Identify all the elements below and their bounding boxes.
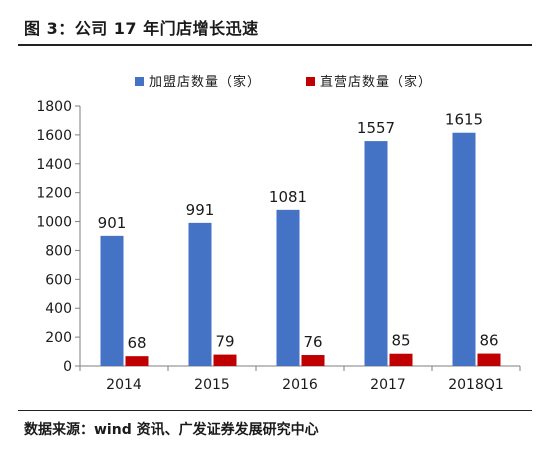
data-label: 991 (186, 201, 215, 219)
bar (188, 222, 212, 366)
y-tick-label: 600 (45, 272, 72, 288)
data-labels: 901 991 1081 1557 1615 68 79 76 85 86 (98, 111, 499, 352)
y-axis: 0 200 400 600 800 1000 1200 1400 1600 1800 (36, 99, 81, 375)
data-label: 1557 (357, 119, 395, 137)
y-tick-label: 200 (45, 330, 72, 346)
chart-legend: 加盟店数量（家） 直营店数量（家） (135, 74, 432, 90)
x-tick-label: 2017 (370, 377, 406, 393)
data-label: 68 (127, 334, 146, 352)
bar (213, 354, 237, 366)
x-tick-label: 2018Q1 (448, 377, 504, 393)
bar-series-group (100, 132, 501, 366)
bar (477, 353, 501, 366)
x-tick-label: 2015 (194, 377, 230, 393)
bar (125, 356, 149, 366)
y-tick-label: 1600 (36, 128, 72, 144)
figure-title: 图 3：公司 17 年门店增长迅速 (24, 19, 259, 38)
source-note: 数据来源：wind 资讯、广发证券发展研究中心 (24, 422, 319, 438)
x-tick-label: 2016 (282, 377, 318, 393)
bar (301, 355, 325, 366)
y-tick-label: 1000 (36, 215, 72, 231)
data-label: 86 (479, 332, 498, 350)
data-label: 901 (98, 214, 127, 232)
legend-label: 加盟店数量（家） (149, 74, 261, 90)
y-tick-label: 800 (45, 243, 72, 259)
legend-swatch (306, 77, 315, 86)
y-tick-label: 400 (45, 301, 72, 317)
bar (276, 209, 300, 366)
bar (364, 141, 388, 366)
bottom-rule (18, 410, 532, 411)
data-label: 76 (303, 333, 322, 351)
y-tick-label: 1400 (36, 157, 72, 173)
data-label: 1615 (445, 111, 483, 129)
y-tick-label: 0 (63, 359, 72, 375)
bar (389, 353, 413, 366)
top-rule (18, 44, 532, 46)
bar (100, 235, 124, 366)
legend-swatch (135, 77, 144, 86)
data-label: 85 (391, 332, 410, 350)
y-tick-label: 1800 (36, 99, 72, 115)
bar (452, 132, 476, 366)
data-label: 1081 (269, 188, 307, 206)
data-label: 79 (215, 333, 234, 351)
legend-label: 直营店数量（家） (320, 74, 432, 90)
x-tick-label: 2014 (106, 377, 142, 393)
x-axis: 2014 2015 2016 2017 2018Q1 (79, 365, 521, 393)
y-tick-label: 1200 (36, 186, 72, 202)
